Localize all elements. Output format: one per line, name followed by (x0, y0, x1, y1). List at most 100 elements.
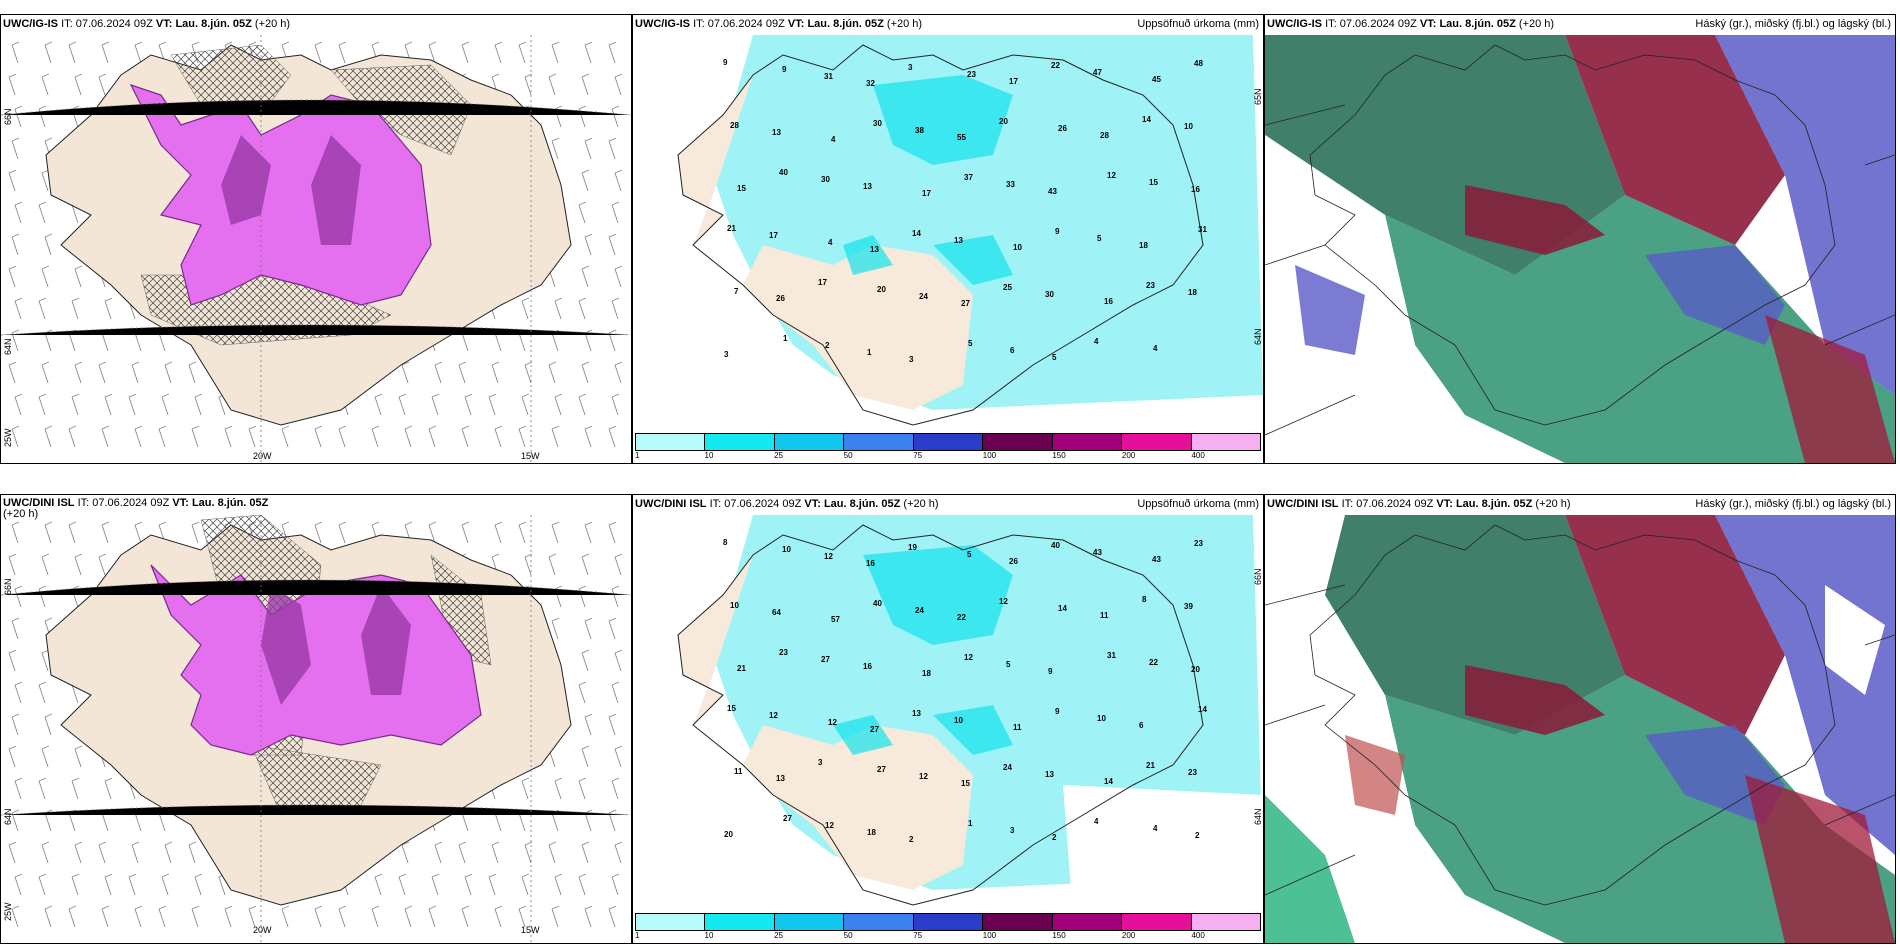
wind-barb (188, 841, 197, 864)
precip-value-label: 43 (1152, 555, 1161, 564)
cloud-map (1265, 35, 1895, 463)
wind-barb (98, 841, 107, 864)
wind-barb (98, 361, 107, 384)
wind-barb (194, 393, 203, 416)
precip-value-label: 14 (912, 229, 921, 238)
legend-tick-label: 10 (704, 931, 714, 940)
precip-value-label: 43 (1093, 548, 1102, 557)
precip-value-label: 27 (961, 299, 970, 308)
precip-value-label: 24 (919, 292, 928, 301)
wind-barb (14, 681, 23, 704)
precip-value-label: 37 (964, 173, 973, 182)
wind-barb (134, 905, 143, 928)
legend-color-swatch (774, 914, 845, 930)
wind-barb (281, 425, 290, 448)
wind-barb (41, 841, 50, 864)
wind-barb (101, 41, 110, 64)
wind-barb (578, 105, 587, 128)
wind-barb (608, 905, 617, 928)
precip-value-label: 8 (1142, 595, 1147, 604)
wind-barb (14, 777, 23, 800)
wind-barb (608, 617, 617, 640)
panel-title: UWC/IG-IS IT: 07.06.2024 09Z VT: Lau. 8.… (3, 18, 291, 30)
wind-barb (581, 553, 590, 576)
precip-value-label: 13 (863, 182, 872, 191)
precip-value-label: 12 (919, 772, 928, 781)
precip-value-label: 21 (737, 664, 746, 673)
precip-value-label: 5 (1052, 353, 1057, 362)
legend-tick-label: 150 (1052, 451, 1066, 460)
legend-tick-label: 400 (1191, 451, 1205, 460)
precip-value-label: 33 (1006, 180, 1015, 189)
wind-barb (158, 905, 167, 928)
iceland-coastline (677, 44, 1204, 426)
wind-barb (131, 841, 140, 864)
lat-label: 64N (1253, 328, 1263, 345)
wind-barb (464, 873, 473, 896)
wind-barb (578, 873, 587, 896)
wind-barb (548, 553, 557, 576)
wind-barb (614, 649, 623, 672)
panel-top-clouds: UWC/IG-IS IT: 07.06.2024 09Z VT: Lau. 8.… (1264, 14, 1896, 464)
precip-value-label: 25 (1003, 283, 1012, 292)
precip-value-label: 23 (967, 70, 976, 79)
precip-value-label: 21 (727, 224, 736, 233)
precip-value-label: 4 (1153, 344, 1158, 353)
wind-barb (74, 553, 83, 576)
cloud-map (1265, 515, 1895, 943)
precip-value-label: 11 (734, 767, 743, 776)
precip-value-label: 48 (1194, 59, 1203, 68)
precip-value-label: 14 (1058, 604, 1067, 613)
wind-barb (8, 649, 17, 672)
wind-barb (521, 393, 530, 416)
wind-barb (578, 681, 587, 704)
precip-value-label: 43 (1048, 187, 1057, 196)
wind-barb (38, 585, 47, 608)
precip-value-label: 40 (779, 168, 788, 177)
iceland-coastline (677, 524, 1204, 906)
wind-barb (551, 41, 560, 64)
wind-barb (401, 841, 410, 864)
wind-barb (581, 265, 590, 288)
wind-barb (38, 201, 47, 224)
precip-value-label: 4 (1094, 817, 1099, 826)
wind-barb (611, 297, 620, 320)
wind-barb (224, 425, 233, 448)
precip-value-label: 13 (772, 128, 781, 137)
wind-barb (461, 425, 470, 448)
wind-barb (551, 425, 560, 448)
wind-barb (131, 361, 140, 384)
wind-barb (74, 745, 83, 768)
wind-barb (158, 425, 167, 448)
wind-barb (431, 873, 440, 896)
wind-barb (554, 393, 563, 416)
precip-value-label: 9 (782, 65, 787, 74)
precip-value-label: 20 (877, 285, 886, 294)
wind-barb (608, 521, 617, 544)
wind-barb (44, 905, 53, 928)
legend-color-swatch (1122, 434, 1192, 450)
wind-barb (614, 745, 623, 768)
legend-tick-label: 75 (913, 931, 923, 940)
precip-value-label: 3 (908, 63, 913, 72)
legend-tick-label: 1 (635, 931, 640, 940)
precip-value-label: 32 (866, 79, 875, 88)
wind-barb (551, 137, 560, 160)
precip-value-label: 24 (1003, 763, 1012, 772)
wind-barb (11, 713, 20, 736)
legend-tick-label: 50 (843, 931, 853, 940)
precip-value-label: 30 (873, 119, 882, 128)
wind-barb (38, 297, 47, 320)
legend-color-swatch (844, 434, 914, 450)
precip-value-label: 13 (1045, 770, 1054, 779)
wind-barb (71, 393, 80, 416)
wind-barb (281, 905, 290, 928)
precip-value-label: 45 (1152, 75, 1161, 84)
wind-barb (38, 873, 47, 896)
wind-barb (68, 425, 77, 448)
wind-barb (11, 617, 20, 640)
precip-value-label: 23 (1188, 768, 1197, 777)
legend-color-swatch (705, 914, 775, 930)
panel-title: UWC/DINI ISL IT: 07.06.2024 09Z VT: Lau.… (635, 498, 939, 510)
panel-bottom-precip: UWC/DINI ISL IT: 07.06.2024 09Z VT: Lau.… (632, 494, 1264, 944)
